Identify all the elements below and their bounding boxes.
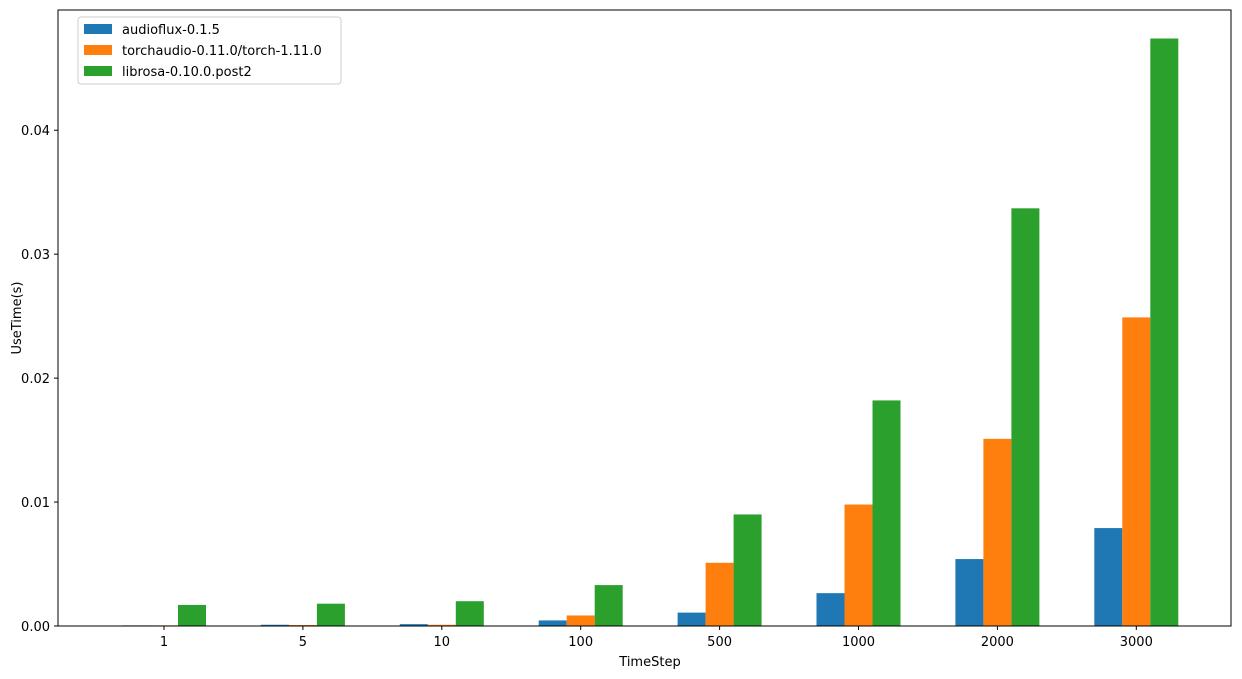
bar-0-100 <box>538 620 567 626</box>
bar-0-3000 <box>1094 528 1123 626</box>
bar-0-500 <box>677 612 706 626</box>
bar-2-2000 <box>1011 208 1040 626</box>
legend-label: audioflux-0.1.5 <box>122 23 220 38</box>
legend-box <box>77 16 342 85</box>
bar-2-10 <box>455 601 484 626</box>
bar-2-100 <box>594 585 623 626</box>
x-tick-label: 10 <box>434 635 451 650</box>
legend-label: torchaudio-0.11.0/torch-1.11.0 <box>122 44 322 59</box>
x-axis-ticks: 1 5 10 100 500 1000 2000 3000 <box>160 626 1153 650</box>
plot-frame <box>57 9 1232 627</box>
x-tick-label: 500 <box>707 635 732 650</box>
bar-1-100 <box>566 615 595 626</box>
bar-2-500 <box>733 514 762 626</box>
legend-swatch <box>84 66 112 76</box>
bar-0-1000 <box>816 593 845 626</box>
bar-1-1000 <box>844 504 873 626</box>
x-tick-label: 2000 <box>981 635 1014 650</box>
y-tick-label: 0.01 <box>21 496 50 511</box>
legend: audioflux-0.1.5 torchaudio-0.11.0/torch-1… <box>77 16 342 85</box>
bar-0-10 <box>399 624 428 626</box>
legend-swatch <box>84 24 112 34</box>
bar-1-500 <box>705 562 734 626</box>
bar-0-5 <box>260 624 289 626</box>
x-tick-label: 5 <box>299 635 307 650</box>
bars-group <box>122 38 1179 627</box>
x-tick-label: 1000 <box>842 635 875 650</box>
y-axis-label: UseTime(s) <box>10 281 25 354</box>
x-tick-label: 1 <box>160 635 168 650</box>
legend-label: librosa-0.10.0.post2 <box>122 65 252 80</box>
bar-2-5 <box>316 603 345 626</box>
y-tick-label: 0.02 <box>21 372 50 387</box>
x-axis-label: TimeStep <box>618 655 680 670</box>
y-axis-ticks: 0.00 0.01 0.02 0.03 0.04 <box>21 124 58 635</box>
y-tick-label: 0.00 <box>21 620 50 635</box>
bar-2-1 <box>178 604 206 626</box>
y-tick-label: 0.04 <box>21 124 50 139</box>
x-tick-label: 3000 <box>1120 635 1153 650</box>
y-tick-label: 0.03 <box>21 248 50 263</box>
bar-1-2000 <box>983 438 1012 626</box>
bar-1-10 <box>427 624 456 626</box>
bar-2-1000 <box>872 400 901 626</box>
bar-1-3000 <box>1122 317 1151 626</box>
bar-0-2000 <box>955 559 984 626</box>
bar-2-3000 <box>1150 38 1179 627</box>
x-tick-label: 100 <box>568 635 593 650</box>
legend-swatch <box>84 45 112 55</box>
